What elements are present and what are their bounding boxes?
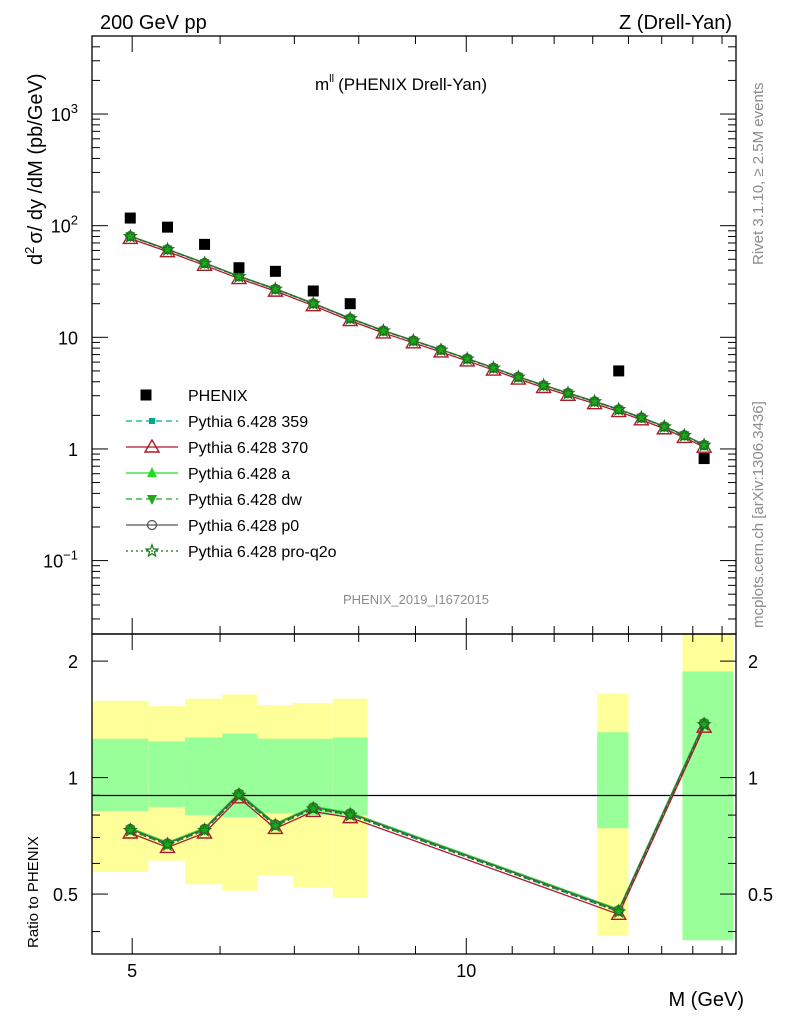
phenix-point <box>199 238 211 250</box>
ratio-y-tick-label-right: 0.5 <box>748 885 773 905</box>
legend-marker-3 <box>147 495 157 505</box>
ratio-point-5 <box>611 903 627 919</box>
data-markers <box>122 212 713 921</box>
y-axis-label: d2 σ/ dy /dM (pb/GeV) <box>22 73 47 265</box>
legend-label-1: Pythia 6.428 370 <box>188 440 308 457</box>
mcplots-label: mcplots.cern.ch [arXiv:1306.3436] <box>750 401 767 628</box>
plot-title-suffix: (PHENIX Drell-Yan) <box>338 75 487 94</box>
series-point-5 <box>197 255 213 270</box>
series-point-5 <box>405 332 421 348</box>
y-tick-label: 10−1 <box>43 548 78 572</box>
series-point-5 <box>305 295 321 311</box>
plot-title-sup: ll <box>329 73 334 85</box>
legend: PHENIX Pythia 6.428 359 Pythia 6.428 370 Py… <box>126 388 337 561</box>
band-inner <box>92 738 149 811</box>
band-inner <box>148 741 186 807</box>
y-tick-label: 103 <box>51 101 78 125</box>
plot-title: mll (PHENIX Drell-Yan) <box>315 73 487 94</box>
ratio-y-label: Ratio to PHENIX <box>25 836 42 948</box>
series-point-5 <box>656 418 672 434</box>
series-point-5 <box>485 360 501 375</box>
legend-marker-5 <box>144 543 160 558</box>
x-tick-label: 5 <box>127 961 137 981</box>
series-point-5 <box>676 427 692 442</box>
phenix-point <box>269 265 281 277</box>
legend-label-3: Pythia 6.428 dw <box>188 492 302 509</box>
series-point-5 <box>159 241 176 257</box>
ratio-point-5 <box>267 817 283 833</box>
band-inner <box>257 738 293 813</box>
legend-label-0: Pythia 6.428 359 <box>188 414 308 431</box>
legend-marker-2 <box>147 467 157 477</box>
ratio-point-5 <box>342 807 358 822</box>
series-point-5 <box>611 401 627 416</box>
ratio-point-5 <box>231 787 247 802</box>
series-point-5 <box>375 323 391 338</box>
phenix-point <box>698 453 710 465</box>
phenix-point <box>344 298 356 310</box>
analysis-watermark: PHENIX_2019_I1672015 <box>343 592 489 607</box>
band-inner <box>597 732 629 829</box>
ratio-point-5 <box>122 822 138 837</box>
band-inner <box>682 671 734 941</box>
series-point-5 <box>342 310 358 325</box>
phenix-point <box>307 285 319 297</box>
ratio-uncertainty-bands <box>92 634 734 941</box>
y-tick-label: 10 <box>58 328 78 348</box>
band-inner <box>185 737 223 816</box>
y-tick-label: 102 <box>51 213 78 237</box>
series-point-5 <box>231 268 247 284</box>
x-axis-label: M (GeV) <box>668 989 744 1011</box>
series-point-5 <box>122 228 138 243</box>
legend-marker-phenix <box>140 389 152 401</box>
plot-title-main: m <box>315 75 329 94</box>
legend-marker-1 <box>143 438 161 453</box>
series-point-5 <box>536 377 552 392</box>
legend-label-4: Pythia 6.428 p0 <box>188 518 299 535</box>
x-tick-label: 10 <box>456 961 476 981</box>
band-inner <box>332 737 368 816</box>
series-point-5 <box>433 342 449 357</box>
ratio-y-tick-label-right: 2 <box>748 652 758 672</box>
legend-label-2: Pythia 6.428 a <box>188 466 290 483</box>
series-point-5 <box>267 281 283 296</box>
phenix-point <box>124 212 136 224</box>
legend-label-5: Pythia 6.428 pro-q2o <box>188 544 337 561</box>
ratio-y-tick-label: 0.5 <box>53 885 78 905</box>
ratio-point-5 <box>197 822 213 837</box>
series-point-5 <box>696 437 712 452</box>
header-right: Z (Drell-Yan) <box>619 12 732 34</box>
series-point-5 <box>560 385 576 400</box>
ratio-point-5 <box>305 801 321 816</box>
legend-label-phenix: PHENIX <box>188 388 248 405</box>
y-axis-label-d: d <box>25 254 47 265</box>
series-point-5 <box>587 393 603 409</box>
series-point-5 <box>510 369 526 384</box>
y-axis-label-sup: 2 <box>22 247 37 254</box>
legend-marker-4 <box>146 519 158 531</box>
y-tick-label: 1 <box>68 440 78 460</box>
ratio-y-tick-label: 1 <box>68 769 78 789</box>
axis-ticks <box>92 35 736 954</box>
ratio-plot-frame <box>91 633 737 955</box>
ratio-point-5 <box>696 716 712 732</box>
ratio-y-tick-label: 2 <box>68 652 78 672</box>
phenix-point <box>233 262 245 274</box>
y-axis-label-rest: σ/ dy /dM (pb/GeV) <box>25 73 47 243</box>
header-left: 200 GeV pp <box>100 12 207 34</box>
series-point-5 <box>459 351 475 366</box>
rivet-label: Rivet 3.1.10, ≥ 2.5M events <box>750 83 767 266</box>
legend-marker-0 <box>149 418 155 424</box>
series-point-5 <box>633 409 649 425</box>
phenix-point <box>613 365 625 377</box>
phenix-point <box>161 221 173 233</box>
ratio-point-5 <box>159 836 176 852</box>
ratio-y-tick-label-right: 1 <box>748 769 758 789</box>
